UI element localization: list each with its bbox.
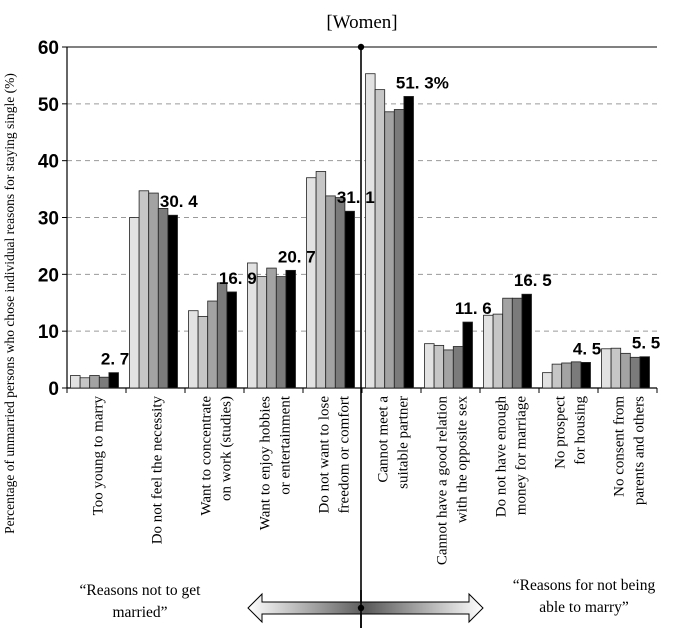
bar — [424, 343, 435, 389]
bar — [129, 217, 140, 389]
x-tick-label: with the opposite sex — [455, 396, 471, 524]
bar — [551, 363, 563, 389]
bar — [79, 377, 91, 389]
divider-arrow-dot — [357, 604, 365, 612]
bar — [197, 315, 209, 389]
bar — [266, 267, 277, 389]
annotation-right-line: able to marry” — [539, 599, 629, 616]
bar — [334, 197, 346, 389]
bar — [393, 109, 405, 389]
data-label: 31. 1 — [337, 188, 375, 207]
bar — [492, 313, 504, 389]
data-label: 30. 4 — [160, 192, 198, 211]
bar — [216, 282, 228, 389]
y-tick-label: 30 — [38, 209, 59, 230]
bar — [157, 208, 169, 389]
bar — [167, 214, 178, 389]
bar — [570, 361, 582, 389]
bar — [462, 321, 473, 389]
bar — [511, 297, 523, 389]
x-tick-label: or entertainment — [278, 395, 294, 495]
y-tick-label: 0 — [48, 379, 59, 400]
data-label: 20. 7 — [278, 247, 316, 266]
chart-title: [Women] — [326, 12, 397, 33]
bar — [502, 297, 513, 389]
bar — [403, 96, 414, 389]
x-tick-label: Cannot have a good relation — [435, 396, 451, 566]
bar — [98, 376, 110, 389]
x-tick-label: on work (studies) — [219, 396, 235, 501]
double-arrow — [247, 592, 484, 624]
bar — [620, 352, 631, 389]
bar — [443, 349, 454, 389]
x-tick-label: No prospect — [553, 395, 569, 469]
divider-top-dot — [357, 43, 365, 51]
bar — [433, 344, 445, 389]
bar — [384, 111, 395, 389]
bar — [70, 375, 81, 389]
x-tick-label: suitable partner — [396, 396, 412, 489]
bar — [365, 73, 376, 389]
x-tick-label: Cannot meet a — [376, 396, 392, 483]
data-label: 16. 9 — [219, 269, 257, 288]
bar — [452, 346, 464, 389]
annotation-left-line: married” — [112, 604, 167, 621]
bar — [256, 276, 268, 389]
bar — [483, 314, 494, 389]
bar — [188, 310, 199, 389]
x-tick-label: Too young to marry — [91, 396, 107, 516]
bar — [542, 372, 553, 389]
bar — [207, 300, 218, 389]
annotation-right-line: “Reasons for not being — [513, 577, 656, 594]
bar — [138, 190, 150, 389]
bar — [580, 362, 591, 389]
bar — [315, 171, 327, 389]
y-tick-label: 40 — [38, 152, 59, 173]
data-label: 2. 7 — [101, 350, 129, 369]
y-tick-label: 10 — [38, 322, 59, 343]
bar — [561, 362, 572, 389]
bar — [639, 356, 650, 389]
data-label: 11. 6 — [455, 299, 492, 318]
bar — [89, 375, 100, 389]
bar — [374, 89, 386, 389]
annotation-left: “Reasons not to get married” — [80, 582, 202, 621]
bar — [285, 269, 296, 389]
annotation-left-line: “Reasons not to get — [80, 582, 202, 599]
x-tick-label: Want to enjoy hobbies — [258, 396, 274, 530]
annotation-right: “Reasons for not being able to marry” — [513, 577, 656, 616]
x-tick-label: Do not have enough — [494, 396, 510, 518]
x-tick-label: Do not want to lose — [317, 396, 333, 514]
bar — [108, 372, 119, 389]
x-tick-label: money for marriage — [514, 396, 530, 515]
bar — [601, 348, 612, 389]
bar — [306, 177, 317, 389]
data-label: 16. 5 — [514, 271, 552, 290]
y-tick-label: 50 — [38, 95, 59, 116]
y-axis-label: Percentage of unmarried persons who chos… — [2, 73, 17, 534]
bar — [521, 293, 532, 389]
bar — [226, 291, 237, 389]
x-tick-label: parents and others — [632, 396, 648, 505]
bar — [610, 347, 622, 389]
data-label: 4. 5 — [573, 339, 601, 358]
bar — [275, 276, 287, 389]
y-tick-label: 60 — [38, 38, 59, 59]
bar — [325, 195, 336, 389]
bar — [629, 356, 641, 389]
x-tick-label: freedom or comfort — [337, 395, 353, 513]
x-tick-label: Do not feel the necessity — [150, 396, 166, 545]
data-label: 5. 5 — [632, 334, 660, 353]
bar — [344, 210, 355, 389]
bar — [148, 192, 159, 389]
x-tick-label: No consent from — [612, 396, 628, 497]
x-tick-label: Want to concentrate — [199, 396, 215, 516]
data-label: 51. 3% — [396, 73, 449, 92]
y-tick-label: 20 — [38, 265, 59, 286]
x-tick-label: for housing — [573, 396, 589, 465]
